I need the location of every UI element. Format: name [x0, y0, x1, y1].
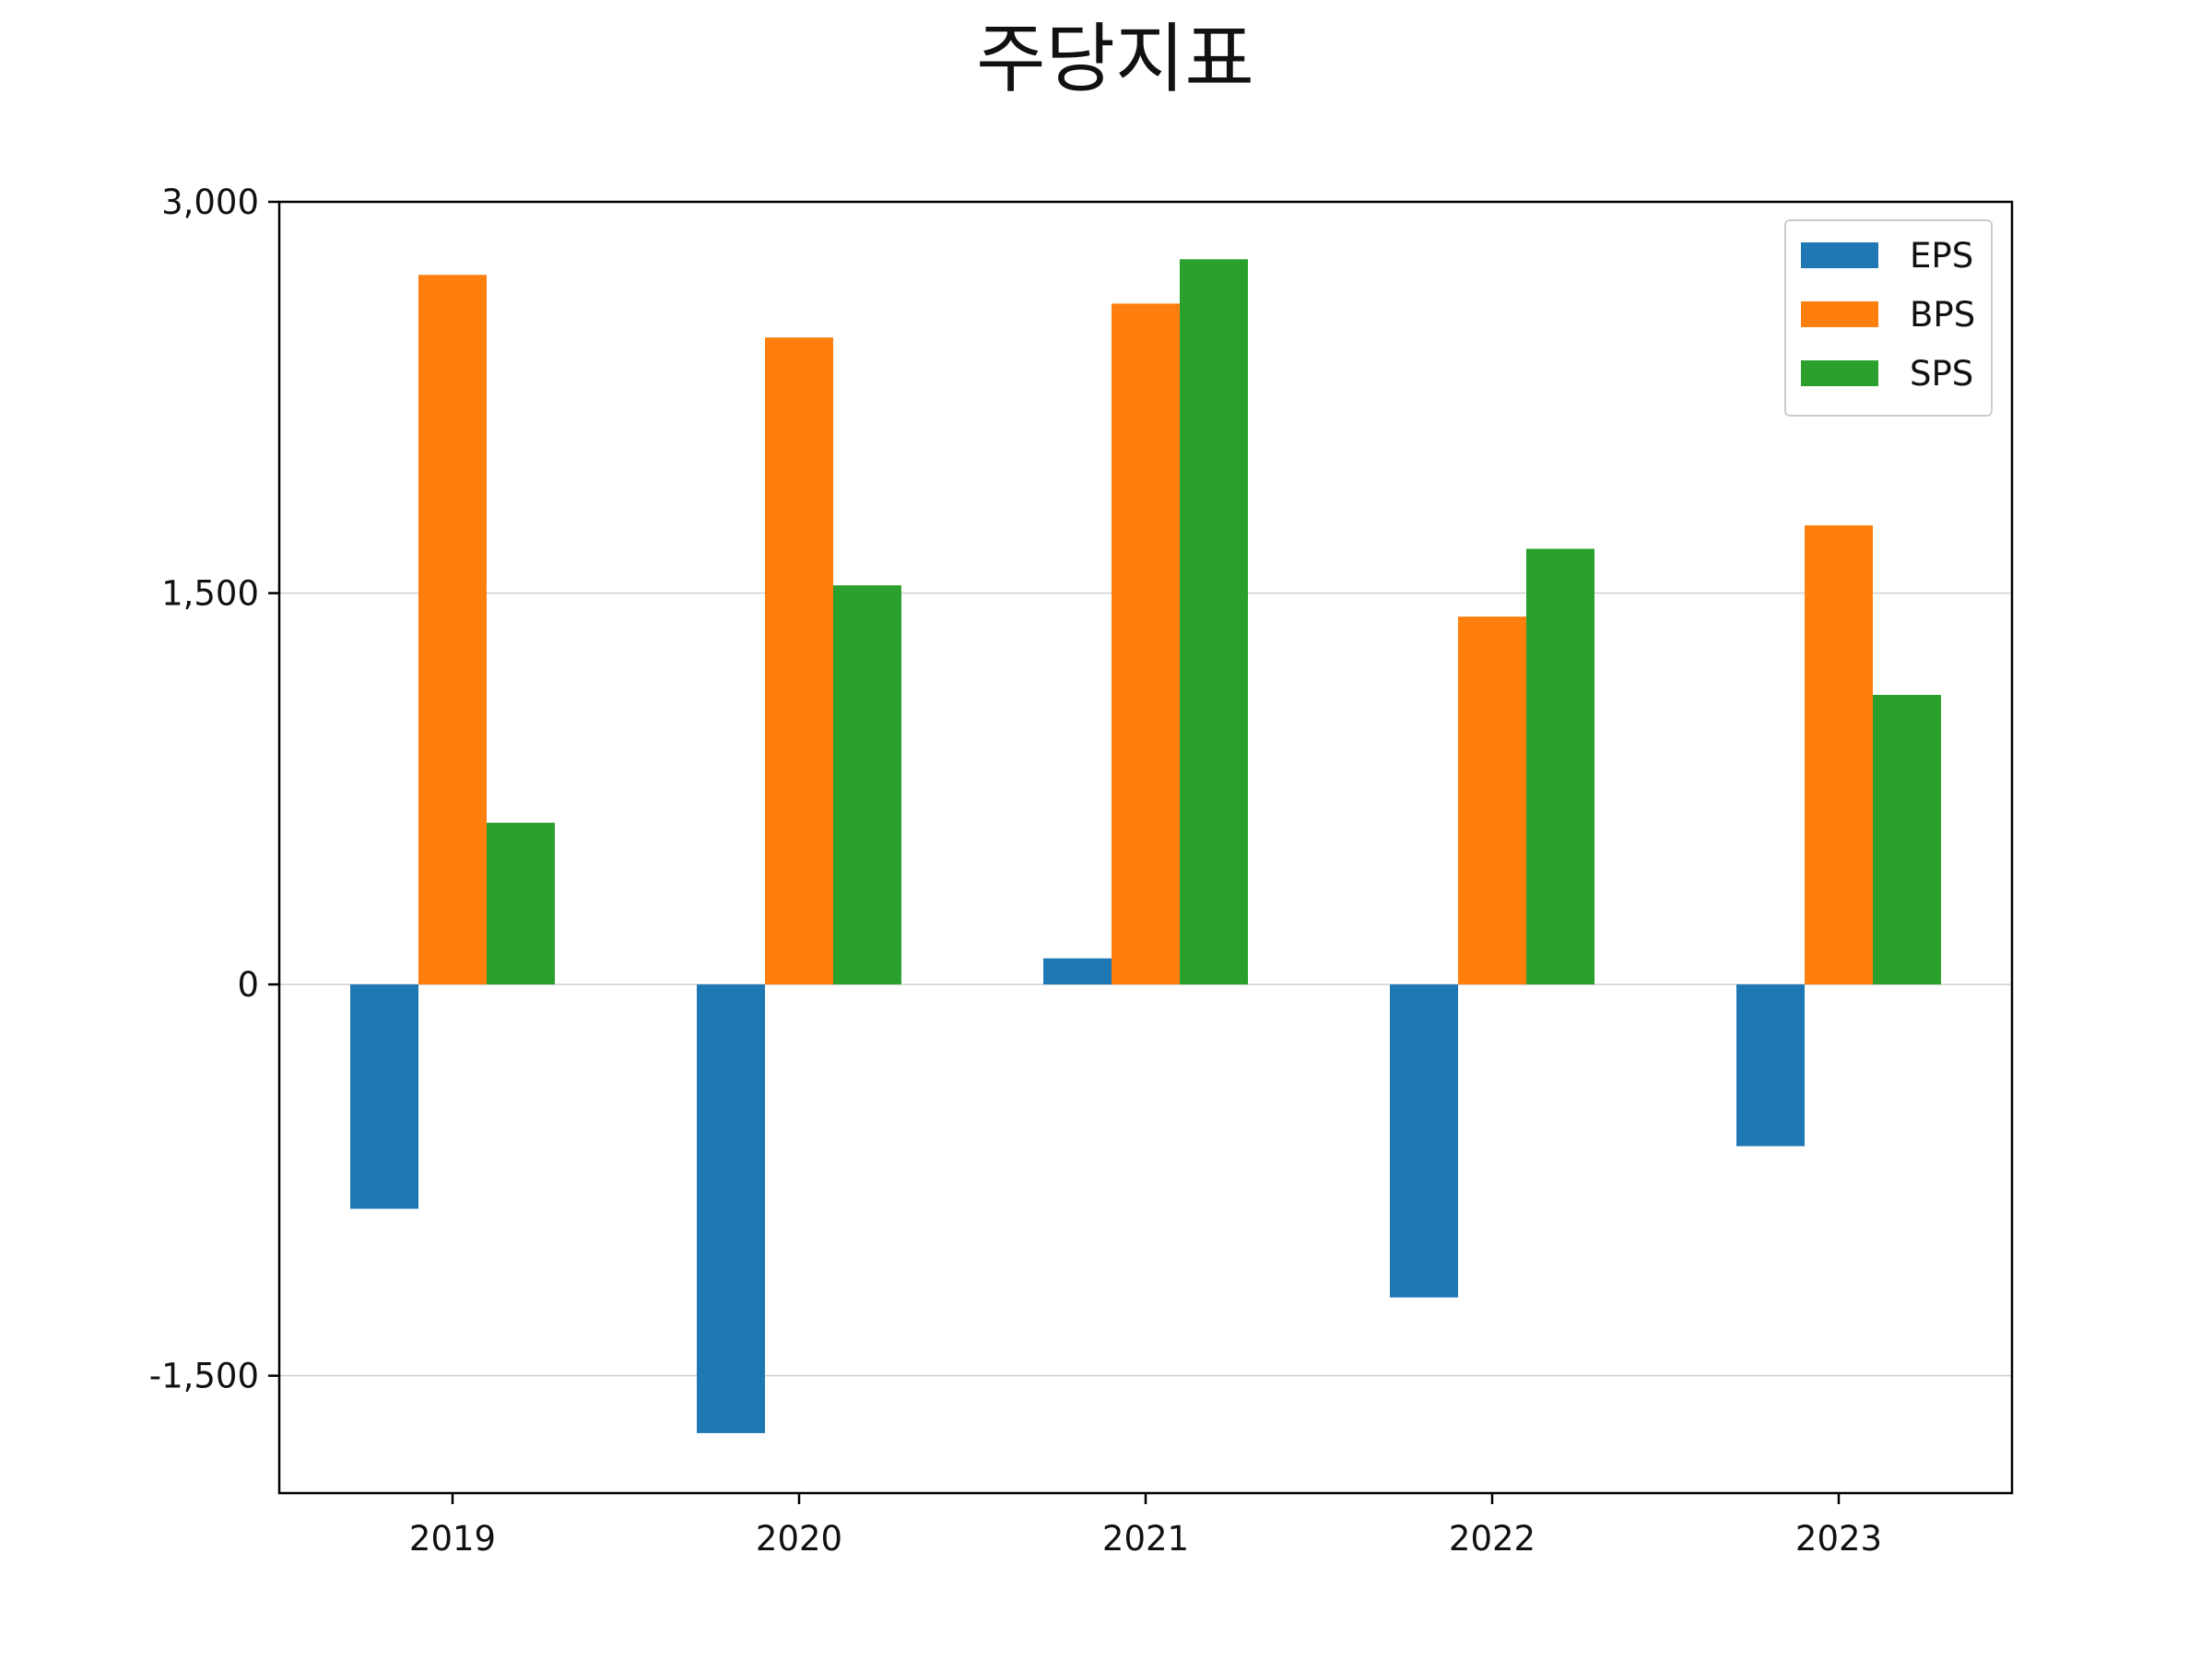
y-tick-label: -1,500 — [149, 1357, 259, 1396]
bar-sps-2021 — [1180, 259, 1248, 985]
legend-swatch-sps — [1801, 360, 1878, 386]
bar-bps-2021 — [1112, 303, 1180, 985]
x-axis: 2019 2020 2021 2022 2023 — [409, 1493, 1882, 1559]
y-tick-label: 0 — [237, 965, 259, 1005]
bar-eps-2022 — [1390, 984, 1458, 1298]
legend-label-bps: BPS — [1910, 295, 1975, 335]
y-tick-label: 3,000 — [161, 182, 259, 222]
x-tick-label: 2019 — [409, 1519, 496, 1559]
bar-bps-2022 — [1458, 617, 1526, 985]
legend-swatch-eps — [1801, 242, 1878, 268]
bar-eps-2023 — [1736, 984, 1805, 1147]
bar-eps-2020 — [697, 984, 765, 1433]
bar-eps-2021 — [1043, 958, 1112, 985]
x-tick-label: 2023 — [1795, 1519, 1882, 1559]
legend-swatch-bps — [1801, 301, 1878, 327]
bar-sps-2022 — [1526, 548, 1594, 985]
y-axis: -1,500 0 1,500 3,000 — [149, 182, 279, 1396]
x-tick-label: 2021 — [1102, 1519, 1189, 1559]
bar-bps-2023 — [1805, 524, 1873, 985]
bar-sps-2020 — [833, 585, 901, 985]
x-tick-label: 2020 — [756, 1519, 842, 1559]
bar-bps-2020 — [765, 337, 833, 985]
bar-eps-2019 — [350, 984, 418, 1209]
legend-label-eps: EPS — [1910, 236, 1973, 276]
y-tick-label: 1,500 — [161, 574, 259, 614]
legend-label-sps: SPS — [1910, 354, 1973, 394]
bar-sps-2019 — [487, 822, 555, 985]
x-tick-label: 2022 — [1449, 1519, 1535, 1559]
bars — [350, 259, 1941, 1433]
chart-title: 주당지표 — [976, 16, 1254, 103]
legend: EPS BPS SPS — [1784, 219, 1993, 417]
bar-bps-2019 — [418, 275, 487, 985]
bar-sps-2023 — [1873, 694, 1941, 985]
